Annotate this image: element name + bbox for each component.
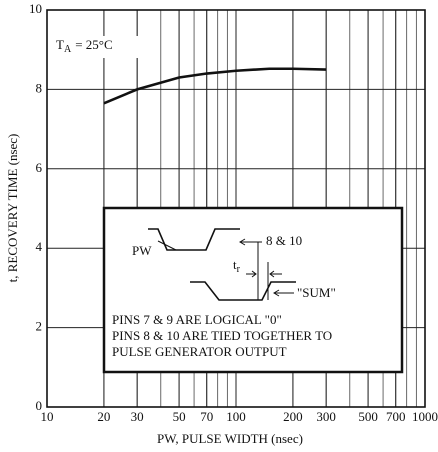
x-tick-label: 20	[97, 409, 110, 424]
output-label: "SUM"	[297, 285, 336, 300]
tr-arrows	[246, 270, 282, 278]
y-tick-label: 0	[36, 398, 43, 413]
x-tick-label: 10	[41, 409, 54, 424]
note: PINS 8 & 10 ARE TIED TOGETHER TO	[112, 328, 332, 343]
input-wave	[148, 228, 240, 251]
y-tick-label: 4	[36, 239, 43, 254]
tr-label: tr	[233, 257, 241, 275]
x-tick-label: 50	[173, 409, 186, 424]
diagram-box: PW tr 8 & 10 "SUM" PINS 7 & 9 ARE LOGICA…	[102, 206, 404, 374]
condition-label: TA = 25°C	[56, 37, 113, 55]
y-tick-label: 8	[36, 80, 43, 95]
x-tick-label: 700	[386, 409, 406, 424]
output-arrow	[273, 289, 294, 297]
x-tick-label: 300	[316, 409, 336, 424]
note: PINS 7 & 9 ARE LOGICAL "0"	[112, 312, 282, 327]
input-arrow	[239, 238, 262, 246]
note: PULSE GENERATOR OUTPUT	[112, 344, 287, 359]
input-label: 8 & 10	[266, 233, 302, 248]
x-tick-label: 200	[283, 409, 303, 424]
condition-bg	[52, 36, 160, 58]
y-tick-label: 10	[29, 1, 42, 16]
plot-frame	[46, 9, 426, 408]
diagram-frame	[102, 206, 404, 374]
x-tick-label: 70	[200, 409, 213, 424]
pw-pointer	[157, 240, 177, 251]
output-wave	[190, 281, 296, 301]
x-tick-label: 1000	[412, 409, 438, 424]
x-tick-label: 30	[131, 409, 144, 424]
y-tick-label: 6	[36, 160, 43, 175]
x-axis-label: PW, PULSE WIDTH (nsec)	[157, 431, 303, 446]
pw-label: PW	[132, 243, 152, 258]
x-tick-label: 500	[358, 409, 378, 424]
x-tick-label: 100	[226, 409, 246, 424]
y-axis-label: t, RECOVERY TIME (nsec)	[5, 134, 20, 283]
y-tick-label: 2	[36, 319, 43, 334]
data-line	[103, 67, 327, 105]
